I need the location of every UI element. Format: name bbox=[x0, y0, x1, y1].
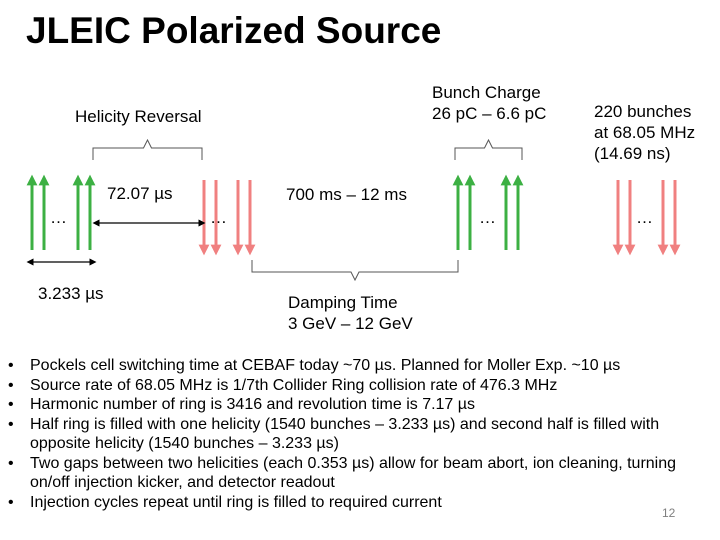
bunch-charge-line1: Bunch Charge bbox=[432, 83, 541, 102]
fill-time-label: 3.233 µs bbox=[38, 284, 104, 303]
bullet-text: Pockels cell switching time at CEBAF tod… bbox=[30, 357, 621, 374]
bullet-dot-icon: • bbox=[8, 357, 14, 374]
bullet-dot-icon: • bbox=[8, 454, 14, 472]
bullet-text: Harmonic number of ring is 3416 and revo… bbox=[30, 396, 475, 413]
bullet-text: Source rate of 68.05 MHz is 1/7th Collid… bbox=[30, 376, 558, 394]
bunch-charge-label: Bunch Charge 26 pC – 6.6 pC bbox=[432, 82, 546, 124]
red-helicity-arrows bbox=[198, 180, 681, 256]
damping-line1: Damping Time bbox=[288, 293, 398, 312]
bullet-dot-icon: • bbox=[8, 415, 14, 433]
damping-time-brace bbox=[251, 260, 459, 282]
page-number: 12 bbox=[662, 506, 676, 520]
bullet-dot-icon: • bbox=[8, 493, 14, 511]
bullet-item: • Harmonic number of ring is 3416 and rev… bbox=[8, 395, 708, 415]
bullet-dot-icon: • bbox=[8, 396, 14, 413]
helicity-reversal-brace bbox=[92, 138, 203, 160]
bunches-label: 220 bunches at 68.05 MHz (14.69 ns) bbox=[594, 101, 695, 164]
bunch-charge-brace bbox=[454, 138, 523, 160]
bullet-text: Two gaps between two helicities (each 0.… bbox=[30, 454, 677, 492]
bullet-item: • Injection cycles repeat until ring is f… bbox=[8, 493, 708, 513]
bullet-dot-icon: • bbox=[8, 376, 14, 394]
helicity-reversal-label: Helicity Reversal bbox=[75, 107, 202, 126]
bullet-text: Injection cycles repeat until ring is fi… bbox=[30, 493, 442, 511]
damping-time-label: Damping Time 3 GeV – 12 GeV bbox=[288, 292, 413, 334]
damping-line2: 3 GeV – 12 GeV bbox=[288, 314, 413, 333]
bunches-line3: (14.69 ns) bbox=[594, 144, 671, 163]
ellipsis-2: … bbox=[210, 208, 227, 227]
ellipsis-3: … bbox=[479, 208, 496, 227]
ellipsis-1: … bbox=[50, 208, 67, 227]
braces bbox=[92, 138, 523, 282]
bullet-text: Half ring is filled with one helicity (1… bbox=[30, 415, 660, 453]
bunches-line2: at 68.05 MHz bbox=[594, 123, 696, 142]
bullet-item: • Pockels cell switching time at CEBAF to… bbox=[8, 356, 708, 376]
bunch-charge-line2: 26 pC – 6.6 pC bbox=[432, 104, 547, 123]
bullet-item: • Source rate of 68.05 MHz is 1/7th Colli… bbox=[8, 376, 708, 396]
bunches-line1: 220 bunches bbox=[594, 102, 692, 121]
bullet-list: • Pockels cell switching time at CEBAF to… bbox=[8, 356, 708, 512]
bullet-item: • Half ring is filled with one helicity (… bbox=[8, 415, 708, 454]
gap-time-label: 72.07 µs bbox=[107, 184, 173, 203]
green-helicity-arrows bbox=[26, 174, 524, 250]
helicity-diagram bbox=[26, 138, 681, 282]
reversal-time-label: 700 ms – 12 ms bbox=[286, 185, 407, 204]
page-title: JLEIC Polarized Source bbox=[26, 10, 442, 51]
ellipsis-4: … bbox=[636, 208, 653, 227]
bullet-item: • Two gaps between two helicities (each 0… bbox=[8, 454, 708, 493]
